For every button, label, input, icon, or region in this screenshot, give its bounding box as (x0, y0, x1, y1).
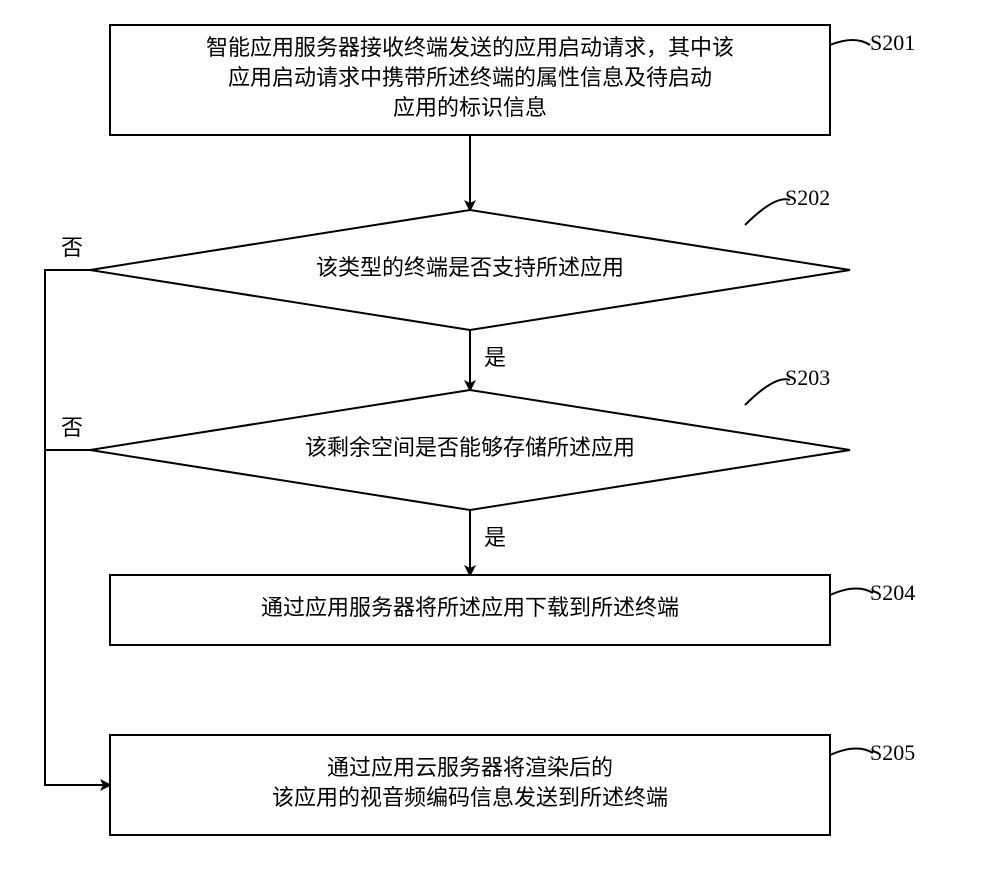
flowchart: 是是否否 智能应用服务器接收终端发送的应用启动请求，其中该应用启动请求中携带所述… (0, 0, 1000, 871)
decision-text-s202: 该类型的终端是否支持所述应用 (316, 255, 624, 280)
edge-label-e5_no2: 否 (61, 415, 83, 440)
leader-s205 (830, 748, 873, 755)
step-label-s203: S203 (785, 365, 830, 390)
leader-s203 (745, 379, 790, 405)
edge-label-e4_no1: 否 (61, 235, 83, 260)
leader-s201 (830, 40, 870, 45)
edge-label-e3: 是 (484, 525, 506, 550)
leader-s202 (745, 199, 790, 225)
process-text-s201-1: 应用启动请求中携带所述终端的属性信息及待启动 (228, 65, 712, 90)
step-label-s205: S205 (870, 740, 915, 765)
leader-s204 (830, 588, 873, 595)
process-text-s201-2: 应用的标识信息 (393, 95, 547, 120)
edge-label-e2: 是 (484, 345, 506, 370)
edge-e4_no1 (45, 270, 110, 785)
process-text-s205-1: 该应用的视音频编码信息发送到所述终端 (272, 785, 668, 810)
process-text-s205-0: 通过应用云服务器将渲染后的 (327, 755, 613, 780)
process-text-s201-0: 智能应用服务器接收终端发送的应用启动请求，其中该 (206, 35, 734, 60)
process-text-s204-0: 通过应用服务器将所述应用下载到所述终端 (261, 595, 679, 620)
decision-text-s203: 该剩余空间是否能够存储所述应用 (305, 435, 635, 460)
step-label-s201: S201 (870, 30, 915, 55)
step-label-s202: S202 (785, 185, 830, 210)
step-label-s204: S204 (870, 580, 915, 605)
